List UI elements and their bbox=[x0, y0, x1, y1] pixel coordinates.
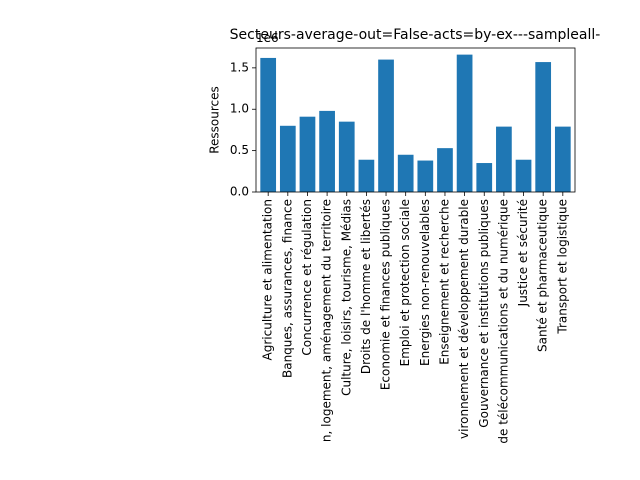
x-tick-label: Enseignement et recherche bbox=[437, 199, 451, 365]
x-tick-label: Droits de l'homme et libertés bbox=[359, 199, 373, 374]
bar bbox=[456, 54, 473, 192]
bar bbox=[476, 163, 493, 192]
x-tick-label: de télécommunications et du numérique bbox=[496, 199, 510, 444]
chart-title: Secteurs-average-out=False-acts=by-ex---… bbox=[230, 27, 601, 43]
x-tick-label: Emploi et protection sociale bbox=[398, 199, 412, 366]
y-axis-label: Ressources bbox=[208, 86, 222, 154]
axes-frame bbox=[255, 47, 576, 193]
offset-text: 1e6 bbox=[256, 31, 279, 45]
bar bbox=[260, 57, 277, 193]
bar bbox=[437, 148, 453, 192]
bar bbox=[279, 125, 296, 192]
x-tick-label: Agriculture et alimentation bbox=[261, 199, 275, 360]
bar bbox=[299, 116, 316, 192]
x-tick-label: Santé et pharmaceutique bbox=[536, 199, 550, 352]
y-tick-label: 1.5 bbox=[230, 60, 249, 74]
x-tick-label: n, logement, aménagement du territoire bbox=[320, 199, 334, 442]
x-tick-label: Concurrence et régulation bbox=[300, 199, 314, 356]
x-tick-label: Transport et logistique bbox=[555, 199, 569, 335]
x-tick-label: Economie et finances publiques bbox=[379, 199, 393, 390]
x-tick-label: vironnement et développement durable bbox=[457, 199, 471, 439]
bar bbox=[338, 121, 355, 192]
x-tick-label: Energies non-renouvelables bbox=[418, 199, 432, 366]
y-tick-label: 0.5 bbox=[230, 143, 249, 157]
bar bbox=[417, 160, 434, 192]
bar bbox=[319, 110, 335, 192]
bar bbox=[358, 159, 375, 192]
bar bbox=[535, 62, 552, 192]
bar bbox=[397, 154, 414, 192]
y-tick-label: 1.0 bbox=[230, 102, 249, 116]
bar bbox=[554, 126, 571, 192]
bar bbox=[496, 126, 512, 192]
x-tick-label: Justice et sécurité bbox=[516, 199, 530, 307]
y-tick-label: 0.0 bbox=[230, 185, 249, 199]
bar bbox=[515, 159, 532, 192]
x-tick-label: Culture, loisirs, tourisme, Médias bbox=[339, 199, 353, 396]
bar bbox=[378, 59, 394, 192]
x-tick-label: Banques, assurances, finance bbox=[280, 199, 294, 378]
x-tick-label: Gouvernance et institutions publiques bbox=[477, 199, 491, 428]
